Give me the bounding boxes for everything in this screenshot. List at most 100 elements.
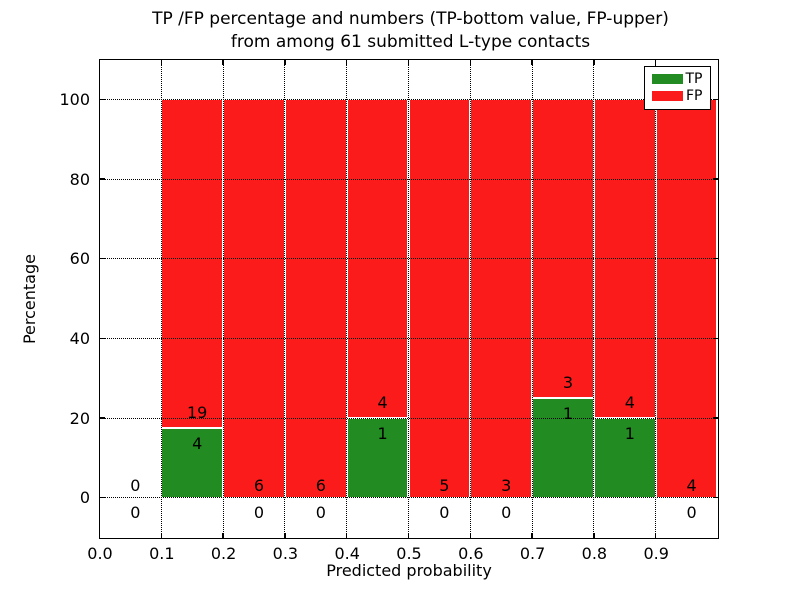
- tp-count-label: 0: [439, 502, 450, 522]
- x-tick-top: [160, 59, 163, 65]
- fp-count-label: 4: [686, 475, 697, 495]
- legend-item-fp: FP: [651, 88, 703, 104]
- x-tick-top: [98, 59, 101, 65]
- y-tick-right: [712, 178, 718, 180]
- x-tick-label: 0.1: [149, 544, 175, 563]
- tp-count-label: 0: [315, 502, 326, 522]
- x-tick-bottom: [345, 532, 348, 538]
- x-tick-bottom: [407, 532, 410, 538]
- y-tick-right: [712, 496, 718, 499]
- tp-count-label: 0: [253, 502, 265, 522]
- y-tick-label: 40: [69, 328, 90, 348]
- gridline-x-0.8: [593, 59, 595, 538]
- x-tick-label: 0.4: [334, 544, 360, 563]
- x-tick-label: 0.6: [458, 544, 484, 563]
- x-tick-label: 0.2: [210, 544, 237, 563]
- fp-count-label: 4: [377, 393, 388, 412]
- y-tick-left: [99, 496, 105, 499]
- x-tick-bottom: [654, 532, 657, 538]
- y-axis-label: Percentage: [20, 254, 39, 345]
- fp-count-label: 19: [187, 403, 208, 423]
- fp-count-label: 0: [130, 475, 141, 495]
- x-tick-top: [284, 59, 286, 65]
- tp-count-label: 0: [130, 502, 141, 522]
- x-tick-label: 0.5: [396, 544, 422, 563]
- tp-count-label: 1: [562, 404, 574, 424]
- x-tick-bottom: [160, 532, 163, 538]
- tp-bar: [161, 428, 224, 498]
- fp-bar: [223, 99, 285, 498]
- y-tick-left: [99, 417, 105, 419]
- x-axis-label: Predicted probability: [326, 561, 492, 580]
- x-tick-bottom: [531, 532, 533, 538]
- x-tick-bottom: [98, 532, 101, 538]
- x-tick-bottom: [222, 532, 224, 538]
- gridline-x-0.9: [655, 59, 657, 538]
- fp-bar: [161, 99, 224, 429]
- fp-bar: [284, 99, 347, 498]
- x-tick-label: 0.7: [519, 544, 546, 563]
- x-tick-top: [345, 59, 348, 65]
- legend-item-tp: TP: [651, 71, 703, 87]
- chart-title-line1: TP /FP percentage and numbers (TP-bottom…: [152, 9, 669, 29]
- chart-title: TP /FP percentage and numbers (TP-bottom…: [100, 8, 721, 54]
- plot-inner: TP FP 0 0 19 4 6 0 6 0 4 1 5 0 3 0 3 1 4 1 4 0: [98, 59, 718, 538]
- gridline-x-0.7: [531, 59, 533, 538]
- x-tick-top: [593, 59, 595, 65]
- y-tick-right: [712, 417, 718, 419]
- x-tick-bottom: [284, 532, 286, 538]
- gridline-x-0.2: [222, 59, 224, 538]
- fp-bar: [470, 99, 533, 498]
- y-tick-label: 100: [59, 89, 90, 109]
- y-tick-label: 60: [69, 249, 90, 269]
- y-tick-label: 0: [79, 488, 90, 508]
- tp-count-label: 1: [624, 424, 635, 443]
- x-tick-label: 0.3: [272, 544, 299, 563]
- plot-area: TP FP 0 0 19 4 6 0 6 0 4 1 5 0 3 0 3 1 4 1 4 0: [98, 58, 719, 539]
- x-tick-label: 0.9: [643, 544, 669, 563]
- y-tick-left: [99, 98, 105, 101]
- legend: TP FP: [643, 65, 711, 110]
- tp-count-label: 0: [686, 502, 697, 522]
- fp-count-label: 4: [624, 393, 635, 412]
- x-tick-label: 0.0: [87, 544, 113, 563]
- legend-label-fp: FP: [686, 88, 703, 104]
- x-tick-top: [469, 59, 472, 65]
- x-tick-label: 0.8: [581, 544, 608, 563]
- fp-bar: [532, 99, 594, 399]
- fp-count-label: 6: [315, 475, 326, 495]
- x-tick-top: [654, 59, 657, 65]
- legend-label-tp: TP: [685, 71, 703, 87]
- tp-color-swatch: [651, 74, 683, 84]
- y-tick-label: 20: [69, 408, 90, 428]
- gridline-x-0.4: [346, 59, 348, 538]
- fp-count-label: 5: [439, 475, 450, 495]
- x-tick-top: [407, 59, 410, 65]
- y-tick-left: [99, 337, 105, 340]
- x-tick-bottom: [469, 532, 472, 538]
- gridline-x-0.3: [284, 59, 286, 538]
- fp-count-label: 3: [501, 475, 512, 495]
- tp-count-label: 0: [501, 502, 512, 522]
- x-tick-top: [222, 59, 224, 65]
- y-tick-right: [712, 337, 718, 340]
- chart-title-line2: from among 61 submitted L-type contacts: [230, 32, 591, 52]
- gridline-x-0.5: [408, 59, 409, 538]
- gridline-x-0.1: [160, 59, 162, 538]
- y-tick-label: 80: [69, 169, 90, 189]
- fp-count-label: 6: [253, 475, 265, 495]
- tp-count-label: 4: [192, 434, 203, 454]
- gridline-x-0.6: [469, 59, 471, 538]
- fp-bar: [408, 99, 471, 498]
- y-tick-left: [99, 178, 105, 180]
- tp-count-label: 1: [377, 424, 388, 443]
- x-tick-top: [531, 59, 533, 65]
- fp-count-label: 3: [562, 373, 574, 393]
- fp-color-swatch: [651, 91, 683, 101]
- fp-bar: [655, 99, 718, 498]
- y-tick-right: [712, 98, 718, 101]
- y-tick-left: [99, 257, 105, 260]
- x-tick-bottom: [593, 532, 595, 538]
- y-tick-right: [712, 257, 718, 260]
